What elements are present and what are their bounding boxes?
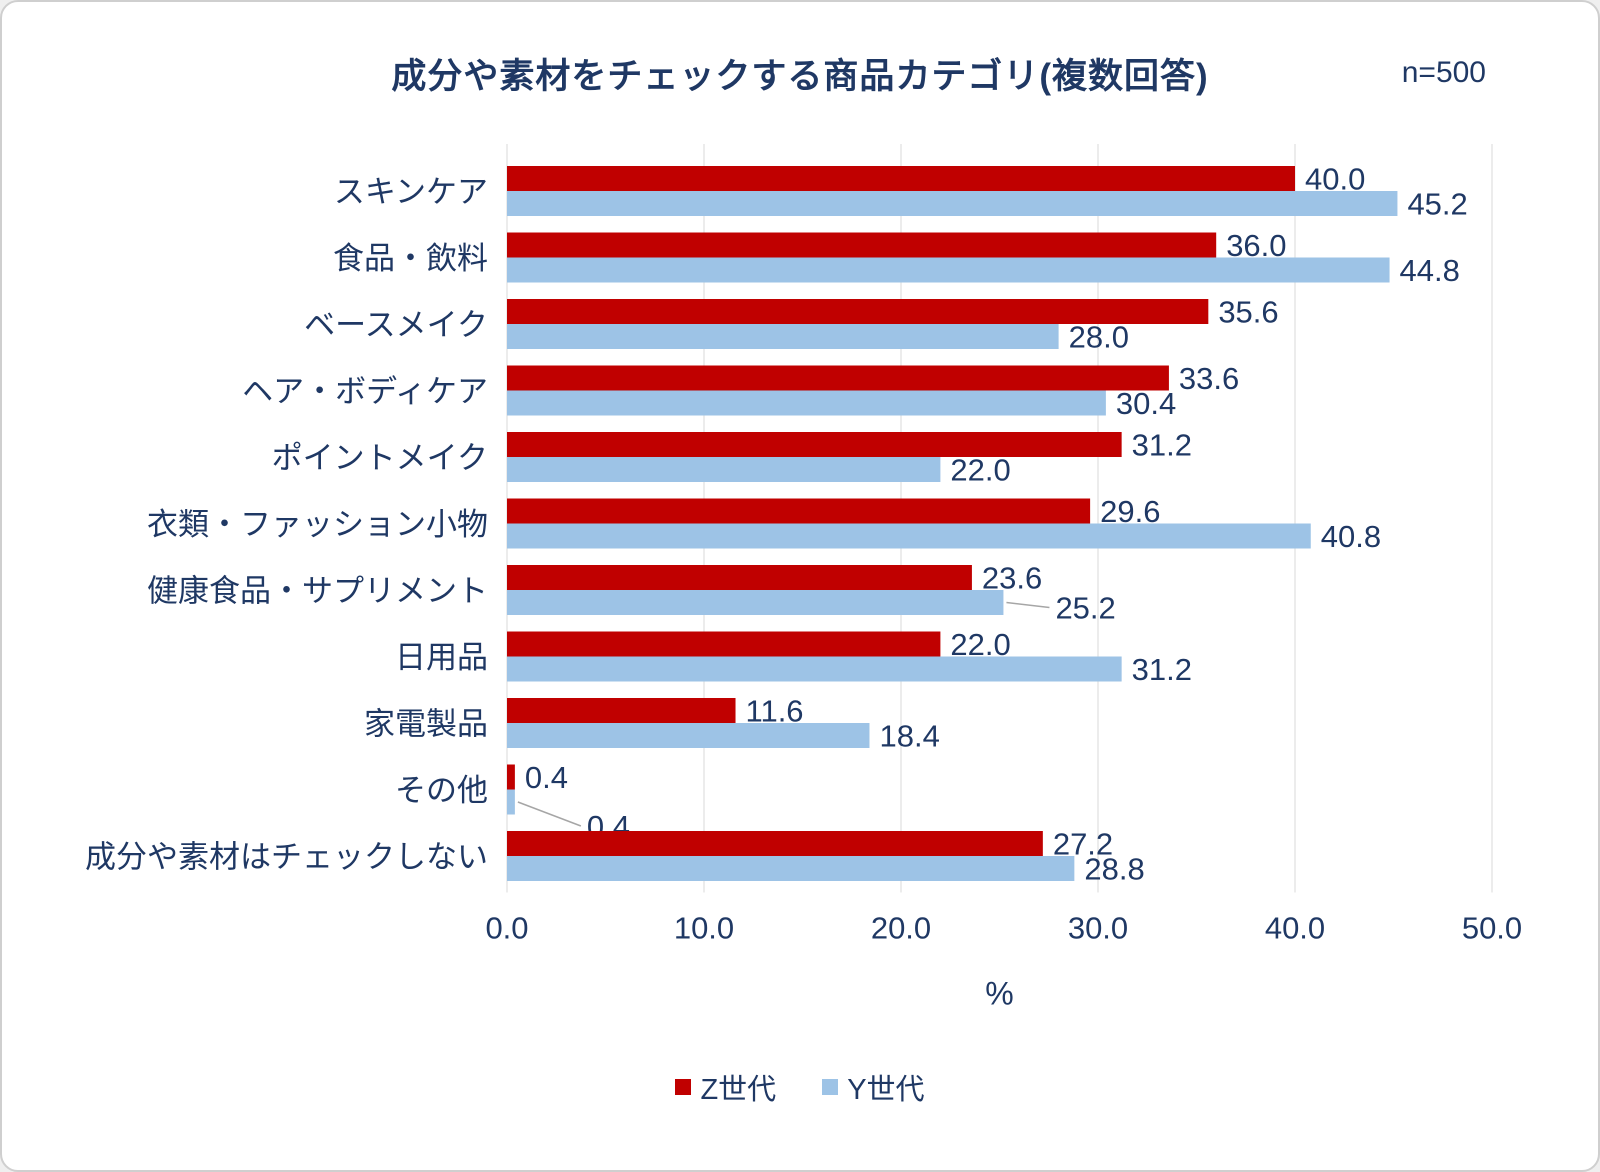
bar-y-gen (507, 390, 1106, 416)
value-label: 44.8 (1400, 253, 1460, 288)
value-label: 28.0 (1069, 320, 1129, 355)
bar-y-gen (507, 656, 1122, 682)
category-label: スキンケア (334, 174, 488, 209)
legend-marker-y-gen (822, 1079, 839, 1095)
value-label: 33.6 (1179, 361, 1239, 396)
value-label: 35.6 (1218, 295, 1278, 330)
leader-line (1006, 601, 1050, 609)
bar-y-gen (507, 523, 1311, 549)
value-label: 29.6 (1100, 494, 1160, 529)
value-label: 18.4 (879, 719, 939, 754)
value-label: 40.8 (1321, 519, 1381, 554)
value-label: 31.2 (1132, 428, 1192, 463)
bar-z-gen (507, 831, 1043, 856)
value-label: 27.2 (1053, 827, 1113, 862)
bar-y-gen (507, 856, 1075, 881)
bar-z-gen (507, 299, 1209, 324)
legend-item-y-gen: Y世代 (822, 1066, 925, 1108)
legend-label-z-gen: Z世代 (700, 1074, 777, 1106)
x-tick-label: 20.0 (871, 911, 931, 946)
bar-z-gen (507, 764, 515, 790)
category-label: 成分や素材はチェックしない (85, 839, 488, 874)
category-label: 家電製品 (364, 706, 488, 741)
chart-legend: Z世代 Y世代 (2, 1066, 1598, 1108)
category-label: ベースメイク (304, 307, 488, 342)
x-tick-label: 50.0 (1462, 911, 1522, 946)
chart-header: 成分や素材をチェックする商品カテゴリ(複数回答) n=500 (2, 2, 1598, 114)
category-label: ポイントメイク (272, 440, 488, 475)
bar-y-gen (507, 324, 1059, 349)
value-label: 23.6 (982, 561, 1042, 596)
value-label: 45.2 (1407, 187, 1467, 222)
value-label: 30.4 (1116, 386, 1176, 421)
value-label: 11.6 (746, 694, 804, 729)
legend-label-y-gen: Y世代 (847, 1074, 925, 1106)
x-tick-label: 10.0 (674, 911, 734, 946)
category-label: ヘア・ボディケア (242, 374, 488, 409)
x-axis-label: % (985, 976, 1013, 1012)
bar-z-gen (507, 432, 1122, 457)
value-label: 31.2 (1132, 652, 1192, 687)
category-label: 健康食品・サプリメント (147, 573, 488, 608)
bar-z-gen (507, 565, 972, 590)
x-tick-label: 40.0 (1265, 911, 1325, 946)
bar-y-gen (507, 789, 515, 815)
bar-y-gen (507, 723, 870, 748)
x-tick-label: 30.0 (1068, 911, 1128, 946)
bar-z-gen (507, 166, 1295, 191)
category-label: 食品・飲料 (333, 241, 488, 276)
value-label: 22.0 (950, 453, 1010, 488)
category-label: その他 (395, 773, 488, 808)
x-tick-label: 0.0 (485, 911, 528, 946)
value-label: 40.0 (1305, 162, 1365, 197)
chart-title: 成分や素材をチェックする商品カテゴリ(複数回答) (391, 57, 1209, 96)
value-label: 36.0 (1226, 228, 1286, 263)
bar-z-gen (507, 232, 1217, 258)
value-label: 28.8 (1084, 852, 1144, 887)
legend-item-z-gen: Z世代 (675, 1066, 776, 1108)
bar-z-gen (507, 631, 941, 657)
value-label: 0.4 (525, 760, 568, 795)
bar-z-gen (507, 365, 1169, 391)
bar-z-gen (507, 698, 736, 723)
value-label: 25.2 (1055, 591, 1115, 626)
value-label: 22.0 (950, 627, 1010, 662)
bar-chart: 0.0 10.0 20.0 30.0 40.0 50.0 スキンケア 40.0 45.2 食品・飲… (85, 144, 1522, 1012)
sample-size-label: n=500 (1401, 56, 1486, 89)
leader-line (517, 801, 582, 827)
bar-y-gen (507, 191, 1398, 216)
bar-y-gen (507, 457, 941, 482)
category-label: 日用品 (395, 640, 488, 675)
bar-y-gen (507, 257, 1390, 283)
legend-marker-z-gen (675, 1079, 692, 1095)
bar-y-gen (507, 590, 1004, 615)
category-label: 衣類・ファッション小物 (147, 507, 488, 542)
bar-z-gen (507, 498, 1091, 524)
